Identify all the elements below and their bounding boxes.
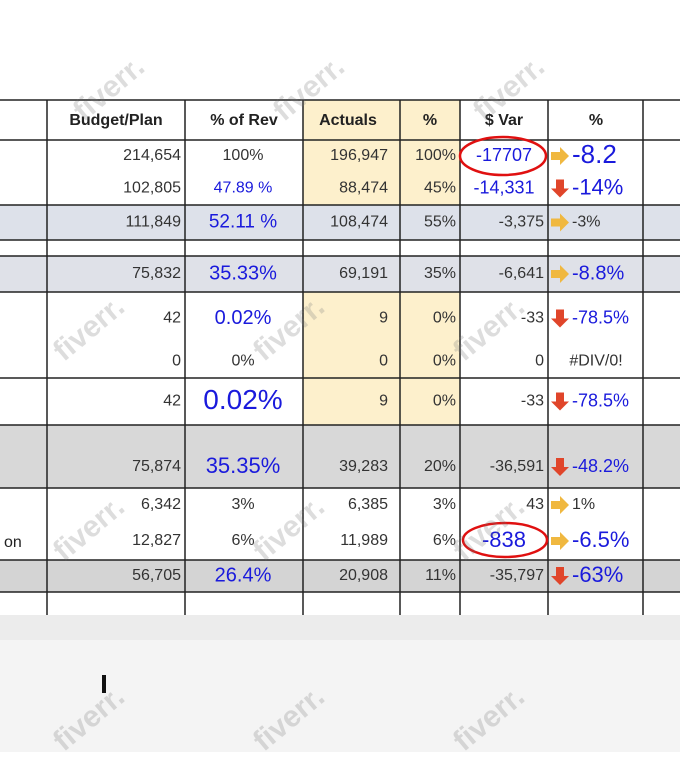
cell: 3% <box>433 496 456 513</box>
cell: 0 <box>535 353 544 370</box>
cell: 52.11 % <box>209 212 277 233</box>
cell: 47.89 % <box>214 180 273 197</box>
cell: 0.02% <box>203 384 282 415</box>
actuals-bg <box>303 172 460 205</box>
cell: -3% <box>572 214 600 231</box>
row-bg <box>0 425 680 488</box>
cell: 6% <box>231 532 254 549</box>
cell: 214,654 <box>123 147 181 164</box>
cell: -48.2% <box>572 456 629 476</box>
cell: 102,805 <box>123 180 181 197</box>
cell: 35.35% <box>206 453 281 478</box>
arrow-right-icon <box>551 496 569 514</box>
cell: 9 <box>379 393 388 410</box>
cell: 100% <box>223 147 264 164</box>
column-header: $ Var <box>485 112 523 129</box>
column-header: % <box>423 112 437 129</box>
cell: 42 <box>163 310 181 327</box>
cell: 100% <box>415 147 456 164</box>
annotation-circle <box>458 135 548 177</box>
annotation-circle <box>461 521 549 559</box>
arrow-right-icon <box>551 147 569 165</box>
column-header: Budget/Plan <box>69 112 162 129</box>
actuals-bg <box>303 292 460 345</box>
cell: 69,191 <box>339 265 388 282</box>
cell: -33 <box>521 310 544 327</box>
cell: 20,908 <box>339 567 388 584</box>
cell: 6,342 <box>141 496 181 513</box>
actuals-bg <box>303 345 460 378</box>
cell: -17707 <box>476 145 532 165</box>
cell: 111,849 <box>126 214 182 231</box>
cell: 88,474 <box>339 180 388 197</box>
arrow-down-icon <box>551 567 569 585</box>
cell: -78.5% <box>572 390 629 410</box>
cell: 56,705 <box>132 567 181 584</box>
cell: -8.8% <box>572 262 624 284</box>
cell: 55% <box>424 214 456 231</box>
cell: 42 <box>163 393 181 410</box>
cell: 108,474 <box>330 214 388 231</box>
arrow-down-icon <box>551 179 569 198</box>
column-header: Actuals <box>319 112 377 129</box>
cell: 39,283 <box>339 458 388 475</box>
cell: 11% <box>425 567 456 584</box>
arrow-right-icon <box>551 265 569 283</box>
cell: -14% <box>572 174 623 199</box>
cell: -838 <box>482 527 526 552</box>
cell: -78.5% <box>572 307 629 327</box>
arrow-right-icon <box>551 213 569 232</box>
cell: 43 <box>526 496 544 513</box>
cell: 0% <box>231 353 254 370</box>
cell: #DIV/0! <box>569 353 622 370</box>
cell: 0 <box>379 353 388 370</box>
cell: 1% <box>572 496 595 513</box>
cell: 9 <box>379 310 388 327</box>
cell: 26.4% <box>215 564 272 586</box>
cell: 20% <box>424 458 456 475</box>
cell: 196,947 <box>330 147 388 164</box>
cell: 35.33% <box>209 262 277 284</box>
column-header: % <box>589 112 603 129</box>
cell: -8.2 <box>572 139 617 169</box>
cell: 6% <box>433 532 456 549</box>
arrow-right-icon <box>551 532 569 550</box>
cell: -6.5% <box>572 527 629 552</box>
cell: -14,331 <box>473 177 534 197</box>
cell: -33 <box>521 393 544 410</box>
cell: -36,591 <box>490 458 544 475</box>
cell: -3,375 <box>499 214 544 231</box>
actuals-bg <box>303 378 460 425</box>
cell: 45% <box>424 180 456 197</box>
actuals-header-bg <box>303 100 460 140</box>
cell: 0.02% <box>215 307 272 329</box>
cell: 35% <box>424 265 456 282</box>
separator-row <box>0 240 680 256</box>
cell: 12,827 <box>132 532 181 549</box>
row-label: on <box>4 534 22 551</box>
cell: 0% <box>433 393 456 410</box>
cell: -6,641 <box>499 265 544 282</box>
arrow-down-icon <box>551 309 569 328</box>
arrow-down-icon <box>551 392 569 411</box>
cell: -35,797 <box>490 567 544 584</box>
cell: 0% <box>433 310 456 327</box>
actuals-bg <box>303 140 460 172</box>
cell: 0 <box>172 353 181 370</box>
text-cursor <box>102 675 106 693</box>
cell: 75,832 <box>132 265 181 282</box>
bottom-panel-inner <box>0 640 680 752</box>
cell: 6,385 <box>348 496 388 513</box>
column-header: % of Rev <box>210 112 278 129</box>
cell: -63% <box>572 562 623 587</box>
cell: 75,874 <box>132 458 181 475</box>
cell: 11,989 <box>340 532 388 549</box>
cell: 0% <box>433 353 456 370</box>
cell: 3% <box>231 496 254 513</box>
arrow-down-icon <box>551 458 569 476</box>
